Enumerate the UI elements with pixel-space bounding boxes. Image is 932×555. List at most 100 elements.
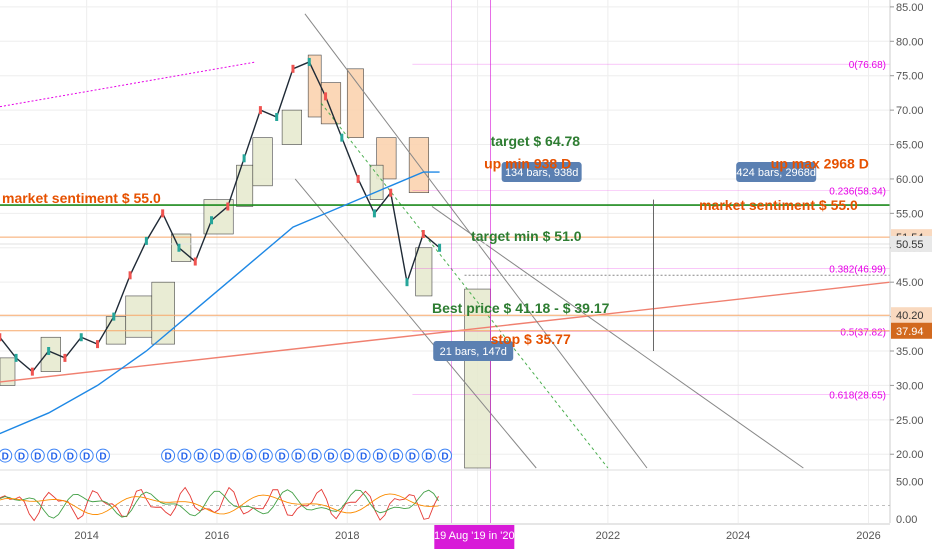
fib-label: 0.5(37.82) <box>840 328 886 339</box>
y-tick-label: 45.00 <box>896 277 924 289</box>
dividend-circle <box>389 448 404 463</box>
price-candle <box>356 174 360 183</box>
fib-label: 0.236(58.34) <box>829 186 886 197</box>
range-measure-label: 134 bars, 938d <box>505 167 578 179</box>
fib-label: 0.382(46.99) <box>829 264 886 275</box>
fib-label: 0(76.68) <box>849 60 886 71</box>
dividend-label: D <box>327 452 334 463</box>
annotation-text: target min $ 51.0 <box>471 228 582 244</box>
trend-line-dotted <box>0 61 257 108</box>
price-badge-label: 37.94 <box>896 326 924 338</box>
price-candle <box>372 209 376 218</box>
annotation-market-sentiment-left: market sentiment $ 55.0 <box>2 190 161 206</box>
y-tick-label: 80.00 <box>896 36 924 48</box>
cursor-date-badge <box>434 525 515 549</box>
dividend-label: D <box>34 452 41 463</box>
price-candle <box>177 243 181 252</box>
dividend-circle <box>275 448 290 463</box>
fib-label: 0.618(28.65) <box>829 391 886 402</box>
price-badge <box>891 322 932 339</box>
dividend-label: D <box>83 452 90 463</box>
dividend-label: D <box>344 452 351 463</box>
x-tick-label: 2016 <box>205 530 229 542</box>
x-tick-label: 2026 <box>856 530 880 542</box>
oscillator-panel: 50.00 0.00 <box>0 469 924 526</box>
y-tick-label: 65.00 <box>896 140 924 152</box>
price-candle <box>79 333 83 342</box>
dividend-label: D <box>230 452 237 463</box>
range-measure-box <box>501 162 582 183</box>
range-box <box>0 357 16 386</box>
price-candle <box>258 106 262 115</box>
dividend-circle <box>63 448 78 463</box>
dividend-label: D <box>18 452 25 463</box>
annotation-text: up min 938 D <box>484 156 571 172</box>
channel-upper <box>304 13 648 469</box>
price-candle <box>405 278 409 287</box>
y-axis: 85.00 80.00 75.00 70.00 65.00 60.00 55.00 50.00… <box>889 0 932 523</box>
price-candle <box>226 202 230 211</box>
x-tick-label: 2018 <box>335 530 359 542</box>
price-candle <box>307 57 311 66</box>
dividend-label: D <box>295 452 302 463</box>
dividend-label: D <box>311 452 318 463</box>
annotation-text: stop $ 35.77 <box>491 331 571 347</box>
dividend-circle <box>193 448 208 463</box>
dividend-label: D <box>197 452 204 463</box>
dividend-circle <box>421 448 436 463</box>
annotation-text: target $ 64.78 <box>491 133 581 149</box>
dividend-circle <box>242 448 257 463</box>
range-box <box>464 288 491 469</box>
channel-lower <box>294 178 537 469</box>
price-candle <box>389 188 393 197</box>
range-measure-label: 424 bars, 2968d <box>736 167 816 179</box>
x-tick-label: 2022 <box>596 530 620 542</box>
dividend-circle <box>14 448 29 463</box>
y-tick-label: 35.00 <box>896 346 924 358</box>
range-box <box>346 68 364 138</box>
y-tick-label: 30.00 <box>896 380 924 392</box>
y-tick-label: 85.00 <box>896 2 924 14</box>
range-box <box>252 137 273 187</box>
dividend-label: D <box>262 452 269 463</box>
range-box <box>415 247 433 297</box>
dividend-label: D <box>67 452 74 463</box>
price-candle <box>144 236 148 245</box>
price-candle <box>340 133 344 142</box>
oscillator-line-green <box>0 489 439 519</box>
oscillator-tick-label: 0.00 <box>896 514 917 526</box>
price-candle <box>291 64 295 73</box>
x-tick-label: 2024 <box>726 530 750 542</box>
cursor-date-label: 19 Aug '19 in '20 <box>434 530 515 542</box>
dividend-circle <box>79 448 94 463</box>
dividend-circle <box>405 448 420 463</box>
dividend-label: D <box>50 452 57 463</box>
dividend-circle <box>291 448 306 463</box>
dividend-label: D <box>376 452 383 463</box>
dividend-circle <box>340 448 355 463</box>
range-box <box>320 82 342 125</box>
dividend-label: D <box>441 452 448 463</box>
dividend-circle <box>258 448 273 463</box>
dividend-label: D <box>213 452 220 463</box>
dividend-label: D <box>2 452 9 463</box>
dividend-label: D <box>164 452 171 463</box>
annotation-text: up max 2968 D <box>771 156 869 172</box>
range-box <box>151 281 175 345</box>
dividend-circle <box>438 448 452 463</box>
price-badge-label: 40.20 <box>896 310 924 322</box>
y-tick-label: 20.00 <box>896 449 924 461</box>
price-candle <box>161 209 165 218</box>
dividend-circle <box>95 448 110 463</box>
price-candle <box>275 113 279 121</box>
range-measure-box <box>433 341 514 361</box>
annotation-text: Best price $ 41.18 - $ 39.17 <box>432 300 610 316</box>
range-measure-label: 21 bars, 147d <box>440 346 507 358</box>
range-box <box>40 336 61 372</box>
dividend-label: D <box>278 452 285 463</box>
price-candle <box>128 271 132 280</box>
price-candle <box>14 353 18 362</box>
